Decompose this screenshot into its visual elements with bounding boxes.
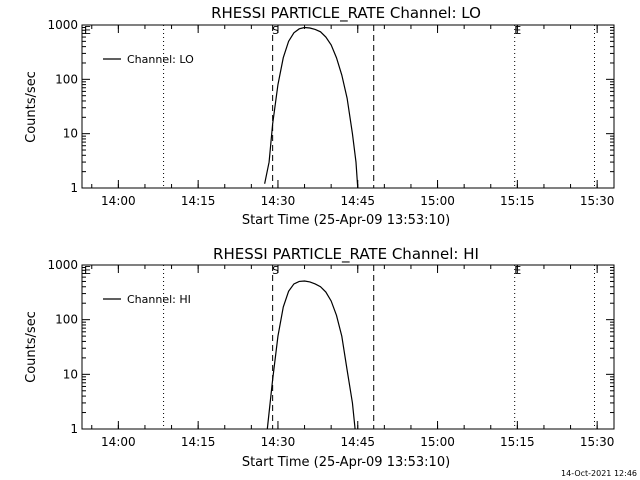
hi-y-tick-label: 1000: [47, 258, 78, 272]
hi-x-axis-label: Start Time (25-Apr-09 13:53:10): [242, 455, 450, 470]
hi-legend-label: Channel: HI: [127, 293, 191, 306]
lo-axis-ticks: 14:00 14:15 14:30 14:45 15:00 15:15 15:30 1 10 10…: [47, 18, 614, 208]
hi-x-tick-label: 15:00: [420, 435, 455, 449]
lo-x-tick-label: 15:00: [420, 194, 455, 208]
hi-chart-title: RHESSI PARTICLE_RATE Channel: HI: [213, 245, 479, 264]
hi-end-marker: E: [514, 264, 521, 277]
lo-x-tick-label: 15:15: [500, 194, 535, 208]
hi-y-tick-label: 10: [63, 367, 78, 381]
hi-axis-ticks: 14:00 14:15 14:30 14:45 15:00 15:15 15:30 1 10 10…: [47, 258, 614, 449]
hi-x-tick-label: 14:30: [261, 435, 296, 449]
lo-end-marker: E: [514, 24, 521, 37]
lo-start-marker: S: [272, 24, 279, 37]
hi-corner-marker: E: [84, 264, 91, 277]
lo-x-tick-label: 15:30: [580, 194, 615, 208]
hi-start-marker: S: [272, 264, 279, 277]
hi-x-tick-label: 14:00: [101, 435, 136, 449]
lo-corner-marker: E: [84, 24, 91, 37]
hi-y-tick-label: 100: [55, 313, 78, 327]
lo-event-lines: [163, 25, 595, 188]
hi-y-axis-label: Counts/sec: [24, 311, 39, 383]
lo-x-tick-label: 14:45: [340, 194, 375, 208]
hi-y-tick-label: 1: [70, 422, 78, 436]
hi-event-lines: [163, 265, 595, 429]
lo-y-tick-label: 100: [55, 72, 78, 86]
hi-series-line: [266, 280, 356, 430]
lo-y-axis-label: Counts/sec: [24, 71, 39, 143]
lo-x-tick-label: 14:15: [181, 194, 216, 208]
hi-channel-panel: RHESSI PARTICLE_RATE Channel: HI 14:00 14…: [24, 245, 615, 470]
lo-legend-label: Channel: LO: [127, 53, 194, 66]
lo-chart-title: RHESSI PARTICLE_RATE Channel: LO: [211, 4, 481, 23]
hi-x-tick-label: 15:15: [500, 435, 535, 449]
lo-y-tick-label: 10: [63, 127, 78, 141]
lo-series-line: [264, 26, 359, 189]
hi-x-tick-label: 15:30: [580, 435, 615, 449]
lo-y-tick-label: 1000: [47, 18, 78, 32]
lo-x-tick-label: 14:00: [101, 194, 136, 208]
lo-x-axis-label: Start Time (25-Apr-09 13:53:10): [242, 213, 450, 228]
footer-timestamp: 14-Oct-2021 12:46: [561, 469, 637, 478]
lo-x-tick-label: 14:30: [261, 194, 296, 208]
lo-channel-panel: RHESSI PARTICLE_RATE Channel: LO 14:00 14…: [24, 4, 615, 228]
lo-plot-frame: [81, 24, 615, 189]
hi-x-tick-label: 14:15: [181, 435, 216, 449]
lo-y-tick-label: 1: [70, 181, 78, 195]
hi-x-tick-label: 14:45: [340, 435, 375, 449]
hi-plot-frame: [81, 264, 615, 430]
